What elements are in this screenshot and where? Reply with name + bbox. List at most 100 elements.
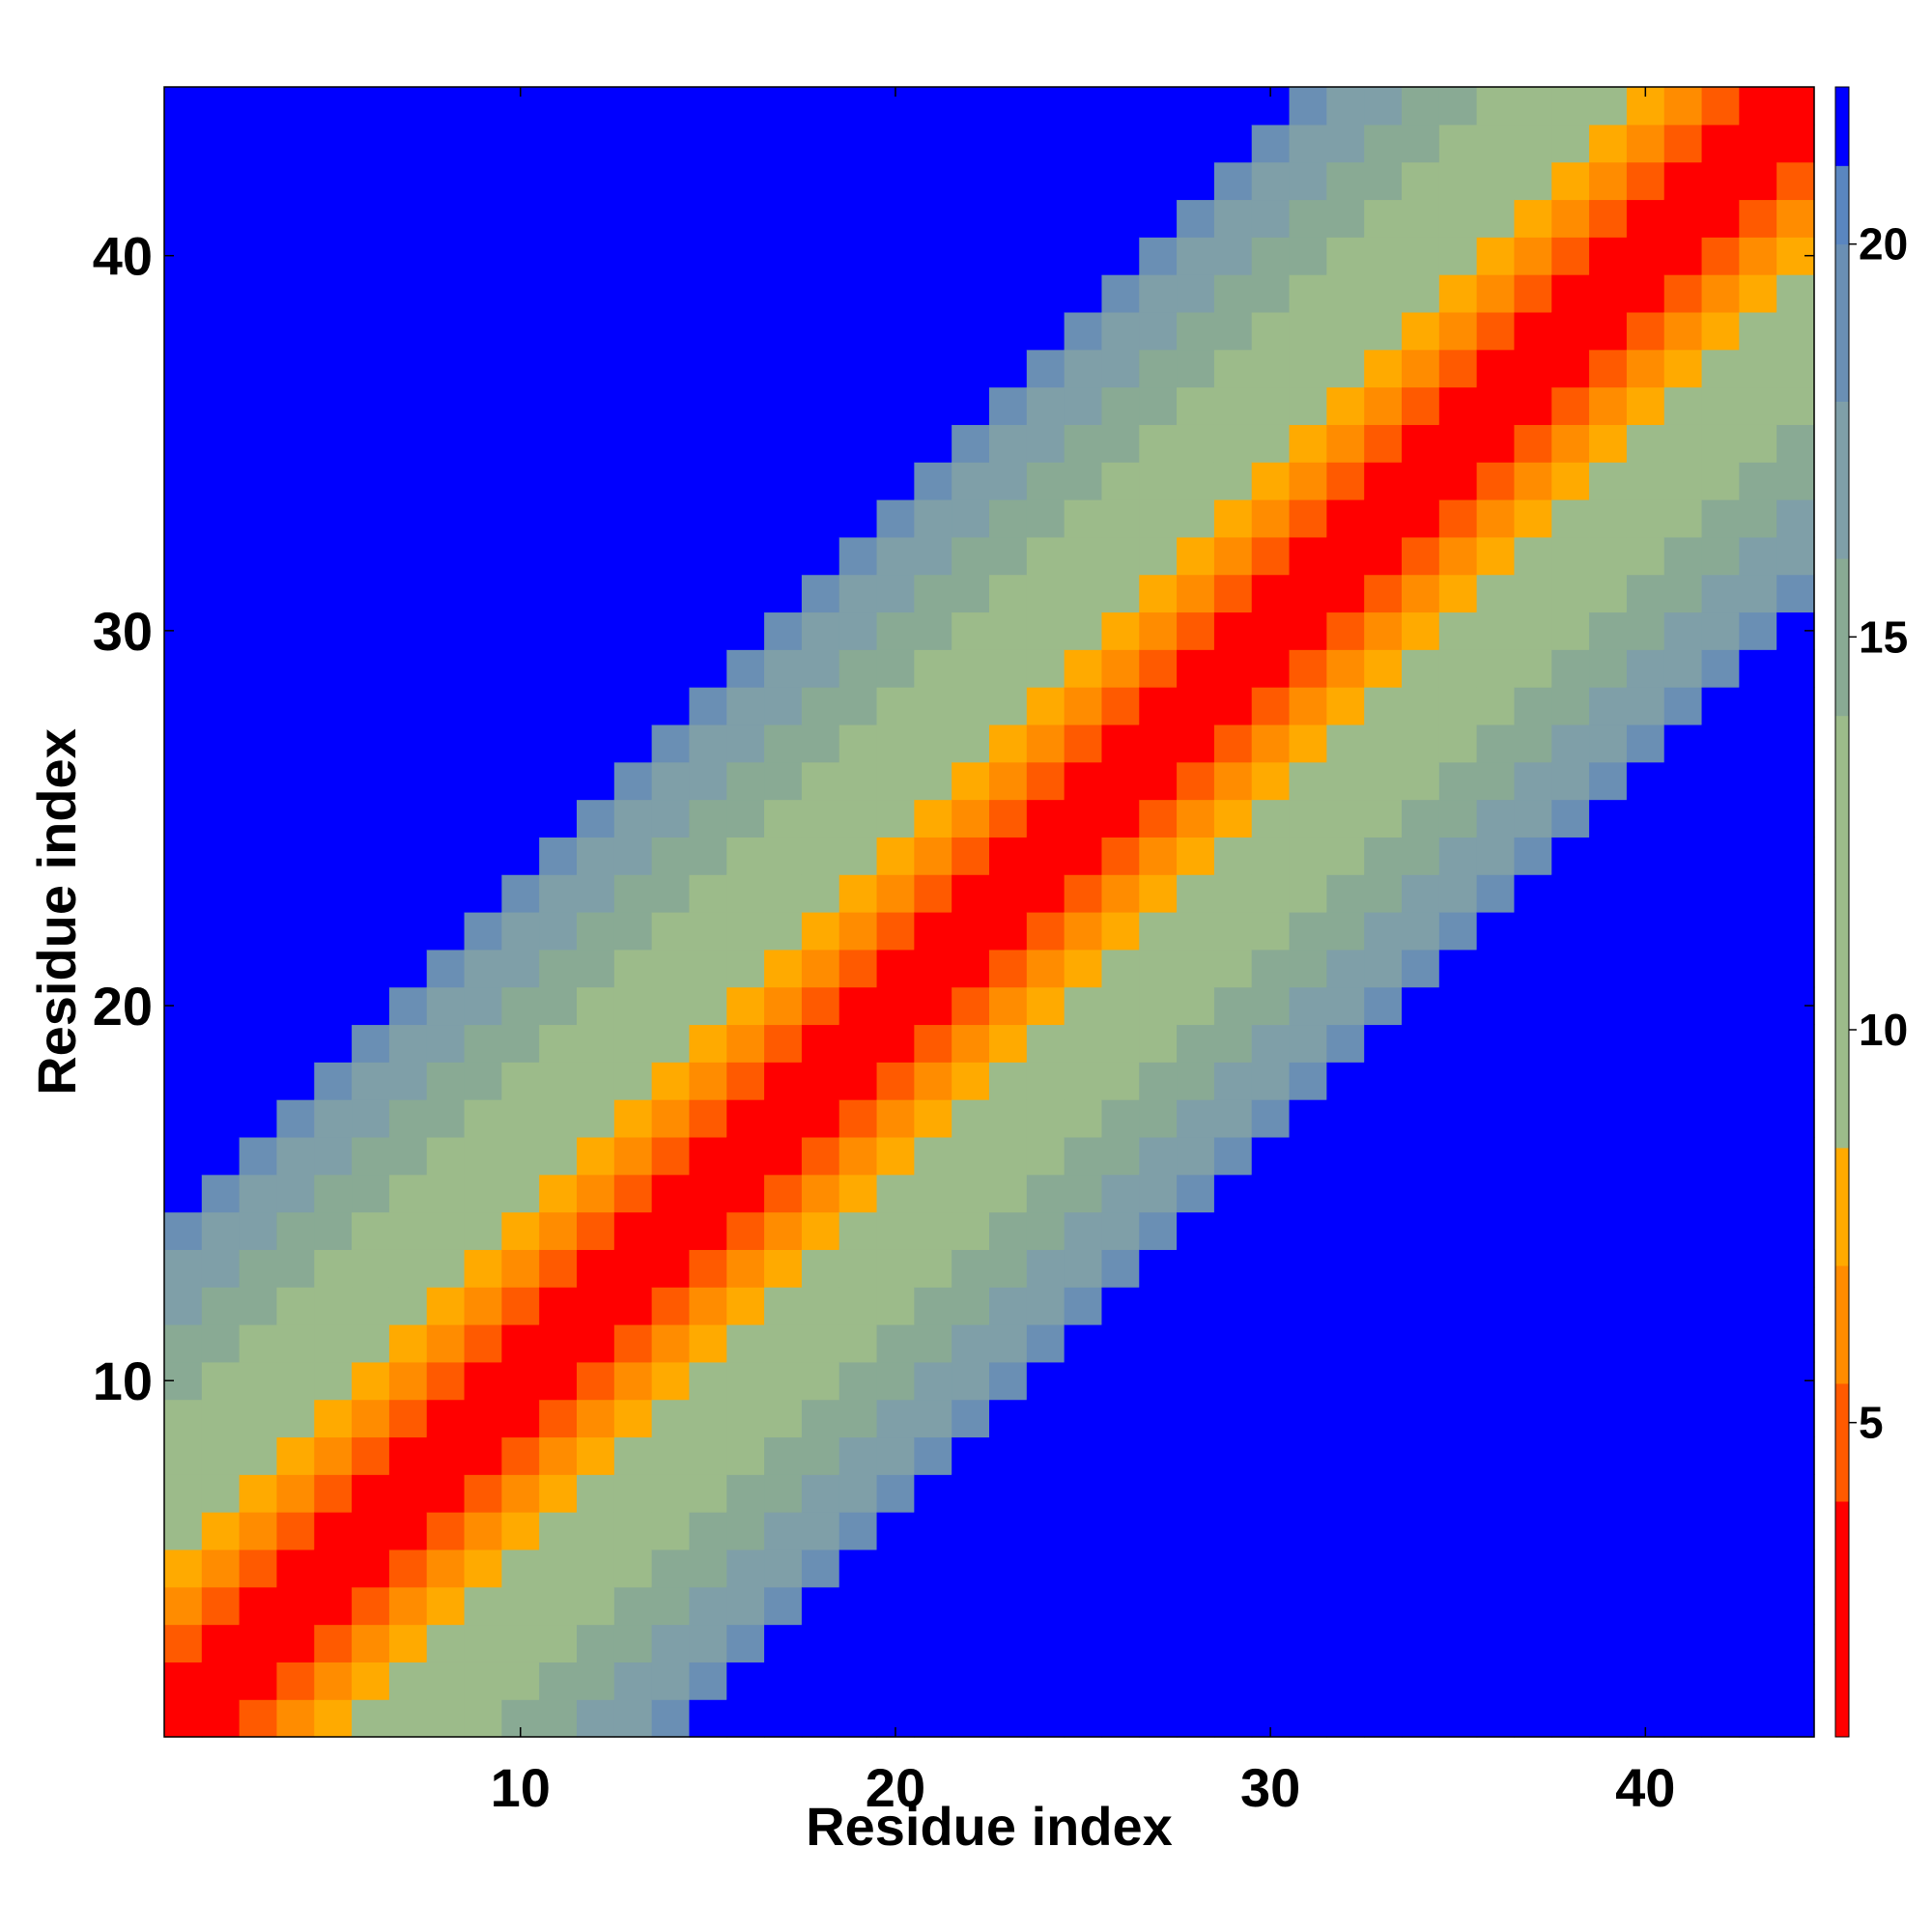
heatmap-cell — [1101, 1436, 1140, 1475]
heatmap-cell — [314, 1361, 353, 1401]
heatmap-cell — [1626, 761, 1665, 801]
heatmap-cell — [726, 424, 765, 463]
heatmap-cell — [1402, 1474, 1440, 1513]
heatmap-cell — [1589, 424, 1628, 463]
heatmap-cell — [1402, 311, 1440, 351]
heatmap-cell — [1101, 837, 1140, 875]
heatmap-cell — [1551, 986, 1590, 1026]
heatmap-cell — [1326, 87, 1365, 126]
heatmap-cell — [1551, 1136, 1590, 1176]
heatmap-cell — [501, 1287, 540, 1325]
heatmap-cell — [426, 1399, 466, 1438]
heatmap-cell — [989, 462, 1028, 500]
heatmap-cell — [1101, 1399, 1140, 1438]
x-tick-label: 30 — [1240, 1757, 1300, 1818]
heatmap-cell — [952, 986, 990, 1026]
heatmap-cell — [1177, 761, 1215, 801]
heatmap-cell — [952, 611, 990, 650]
heatmap-cell — [838, 161, 878, 201]
heatmap-cell — [651, 1699, 691, 1738]
heatmap-cell — [1663, 611, 1703, 650]
heatmap-cell — [613, 1174, 653, 1213]
heatmap-cell — [838, 1436, 878, 1475]
heatmap-cell — [1589, 161, 1628, 201]
heatmap-cell — [1438, 161, 1478, 201]
heatmap-cell — [314, 649, 353, 688]
heatmap-cell — [876, 1174, 915, 1213]
heatmap-cell — [1438, 1699, 1478, 1738]
heatmap-cell — [989, 1624, 1028, 1662]
heatmap-cell — [352, 199, 390, 238]
heatmap-cell — [1177, 986, 1215, 1026]
heatmap-cell — [1701, 311, 1740, 351]
heatmap-cell — [1438, 499, 1478, 538]
heatmap-cell — [1776, 1249, 1815, 1288]
heatmap-cell — [651, 1249, 691, 1288]
heatmap-cell — [689, 161, 727, 201]
heatmap-cell — [1101, 1099, 1140, 1138]
heatmap-cell — [726, 199, 765, 238]
heatmap-cell — [914, 1399, 952, 1438]
heatmap-cell — [388, 1174, 428, 1213]
heatmap-cell — [1213, 386, 1253, 425]
heatmap-cell — [1514, 536, 1552, 576]
heatmap-cell — [539, 1361, 578, 1401]
heatmap-cell — [164, 1136, 203, 1176]
heatmap-cell — [1476, 986, 1516, 1026]
heatmap-cell — [1064, 274, 1103, 313]
heatmap-cell — [239, 1399, 278, 1438]
heatmap-cell — [876, 424, 915, 463]
heatmap-cell — [1026, 687, 1065, 725]
heatmap-cell — [1326, 687, 1365, 725]
heatmap-cell — [577, 1399, 615, 1438]
heatmap-cell — [1551, 1662, 1590, 1700]
heatmap-cell — [1064, 1024, 1103, 1063]
x-axis-label: Residue index — [806, 1796, 1173, 1857]
heatmap-cell — [352, 574, 390, 613]
heatmap-cell — [239, 986, 278, 1026]
heatmap-cell — [1626, 349, 1665, 388]
heatmap-cell — [1551, 724, 1590, 763]
heatmap-cell — [501, 1062, 540, 1100]
heatmap-cell — [689, 874, 727, 913]
heatmap-cell — [952, 1436, 990, 1475]
heatmap-cell — [388, 536, 428, 576]
heatmap-cell — [1476, 1436, 1516, 1475]
heatmap-cell — [577, 87, 615, 126]
heatmap-cell — [1626, 1324, 1665, 1363]
heatmap-cell — [1326, 1249, 1365, 1288]
heatmap-cell — [314, 761, 353, 801]
heatmap-cell — [1177, 949, 1215, 988]
heatmap-cell — [1064, 1136, 1103, 1176]
heatmap-cell — [726, 1174, 765, 1213]
heatmap-cell — [1402, 761, 1440, 801]
heatmap-cell — [1776, 1436, 1815, 1475]
heatmap-cell — [276, 1062, 315, 1100]
heatmap-cell — [726, 1699, 765, 1738]
heatmap-cell — [989, 386, 1028, 425]
heatmap-cell — [613, 912, 653, 951]
heatmap-cell — [1364, 1436, 1403, 1475]
heatmap-cell — [1213, 1361, 1253, 1401]
heatmap-cell — [1213, 874, 1253, 913]
heatmap-cell — [276, 912, 315, 951]
heatmap-cell — [1776, 687, 1815, 725]
heatmap-cell — [1139, 237, 1178, 275]
heatmap-cell — [914, 1699, 952, 1738]
heatmap-cell — [1101, 161, 1140, 201]
heatmap-cell — [1251, 1324, 1291, 1363]
heatmap-cell — [1289, 124, 1327, 163]
heatmap-cell — [239, 1699, 278, 1738]
heatmap-cell — [539, 1099, 578, 1138]
heatmap-cell — [1402, 1211, 1440, 1250]
heatmap-cell — [1514, 649, 1552, 688]
heatmap-cell — [577, 386, 615, 425]
heatmap-cell — [1551, 1361, 1590, 1401]
heatmap-cell — [577, 1099, 615, 1138]
heatmap-cell — [1739, 687, 1777, 725]
heatmap-cell — [539, 799, 578, 838]
heatmap-cell — [1739, 311, 1777, 351]
heatmap-cell — [539, 912, 578, 951]
heatmap-cell — [1289, 349, 1327, 388]
heatmap-cell — [276, 237, 315, 275]
